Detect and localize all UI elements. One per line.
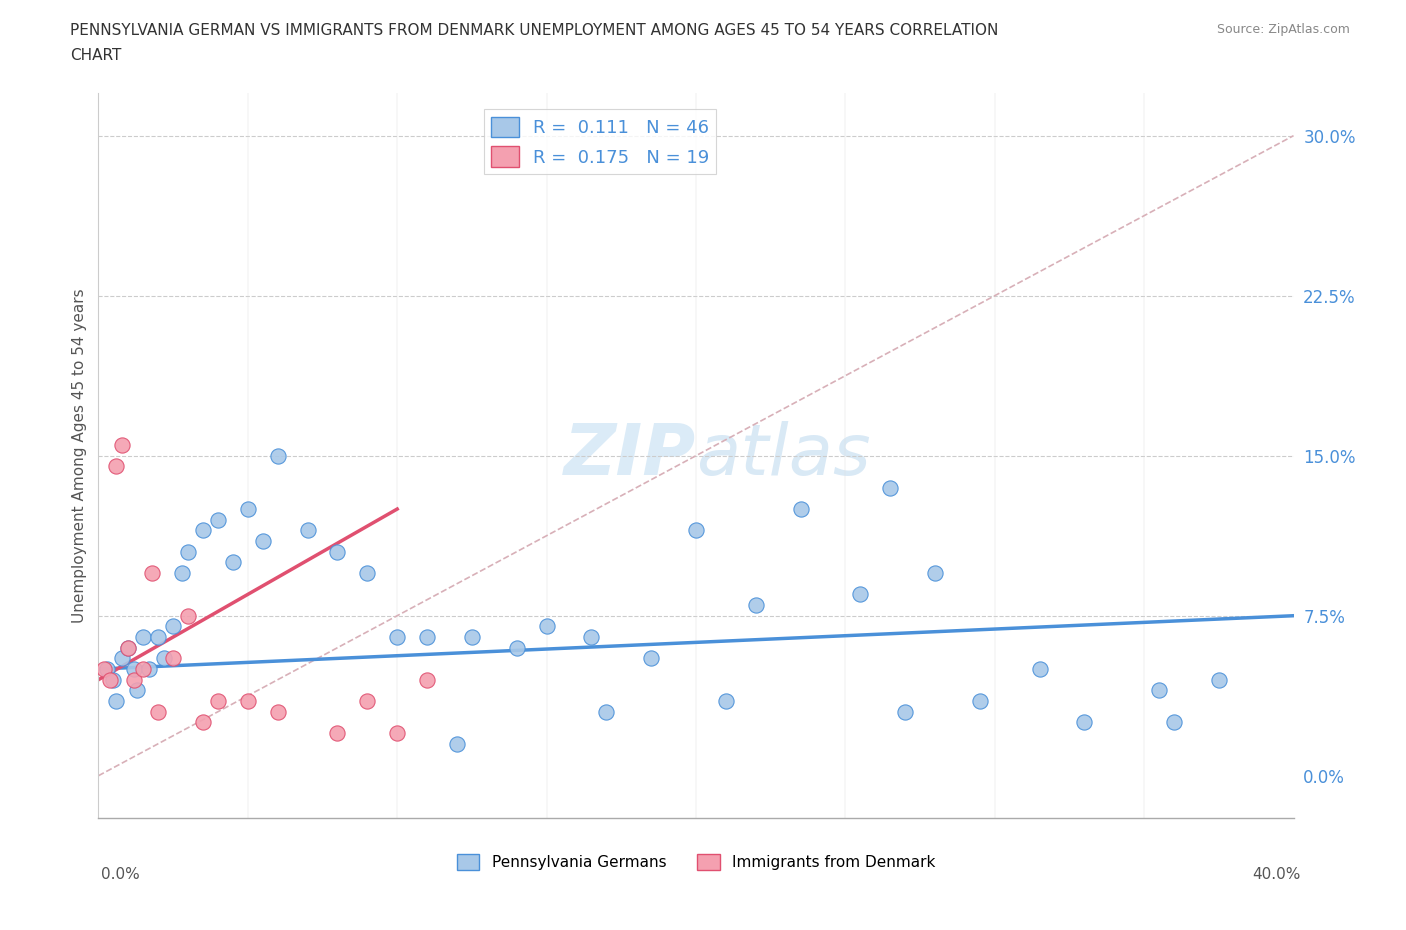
Text: PENNSYLVANIA GERMAN VS IMMIGRANTS FROM DENMARK UNEMPLOYMENT AMONG AGES 45 TO 54 : PENNSYLVANIA GERMAN VS IMMIGRANTS FROM D… — [70, 23, 998, 38]
Point — [849, 587, 872, 602]
Text: atlas: atlas — [696, 421, 870, 490]
Text: 40.0%: 40.0% — [1253, 867, 1301, 882]
Text: CHART: CHART — [70, 48, 122, 63]
Point — [506, 640, 529, 655]
Point — [385, 630, 409, 644]
Point — [1028, 661, 1050, 676]
Point — [714, 694, 737, 709]
Point — [356, 694, 378, 709]
Point — [236, 694, 259, 709]
Point — [103, 672, 125, 687]
Point — [191, 523, 214, 538]
Point — [236, 501, 259, 516]
Point — [111, 651, 134, 666]
Point — [153, 651, 176, 666]
Point — [124, 672, 146, 687]
Point — [385, 725, 409, 740]
Point — [138, 661, 160, 676]
Point — [640, 651, 662, 666]
Point — [162, 619, 184, 634]
Point — [98, 672, 122, 687]
Point — [356, 565, 378, 580]
Point — [789, 501, 811, 516]
Point — [252, 534, 274, 549]
Text: Source: ZipAtlas.com: Source: ZipAtlas.com — [1216, 23, 1350, 36]
Point — [879, 480, 901, 495]
Legend: R =  0.111   N = 46, R =  0.175   N = 19: R = 0.111 N = 46, R = 0.175 N = 19 — [484, 110, 717, 175]
Point — [267, 448, 290, 463]
Point — [117, 640, 139, 655]
Point — [685, 523, 707, 538]
Point — [326, 544, 349, 559]
Point — [1073, 715, 1095, 730]
Point — [745, 598, 768, 613]
Point — [162, 651, 184, 666]
Point — [924, 565, 946, 580]
Point — [416, 630, 439, 644]
Point — [105, 458, 128, 473]
Point — [96, 661, 118, 676]
Point — [191, 715, 214, 730]
Point — [461, 630, 484, 644]
Point — [207, 512, 229, 527]
Point — [595, 704, 617, 719]
Point — [148, 704, 170, 719]
Point — [177, 544, 200, 559]
Point — [297, 523, 319, 538]
Point — [326, 725, 349, 740]
Point — [1147, 683, 1170, 698]
Y-axis label: Unemployment Among Ages 45 to 54 years: Unemployment Among Ages 45 to 54 years — [72, 288, 87, 623]
Point — [969, 694, 991, 709]
Text: 0.0%: 0.0% — [101, 867, 141, 882]
Point — [127, 683, 149, 698]
Text: ZIP: ZIP — [564, 421, 696, 490]
Point — [207, 694, 229, 709]
Point — [894, 704, 917, 719]
Point — [132, 661, 155, 676]
Point — [1163, 715, 1185, 730]
Point — [1208, 672, 1230, 687]
Point — [105, 694, 128, 709]
Point — [536, 619, 558, 634]
Point — [124, 661, 146, 676]
Point — [172, 565, 194, 580]
Point — [416, 672, 439, 687]
Point — [132, 630, 155, 644]
Point — [446, 737, 468, 751]
Point — [111, 438, 134, 453]
Point — [117, 640, 139, 655]
Point — [141, 565, 163, 580]
Point — [93, 661, 115, 676]
Point — [222, 555, 245, 570]
Point — [581, 630, 603, 644]
Point — [177, 608, 200, 623]
Point — [267, 704, 290, 719]
Point — [148, 630, 170, 644]
